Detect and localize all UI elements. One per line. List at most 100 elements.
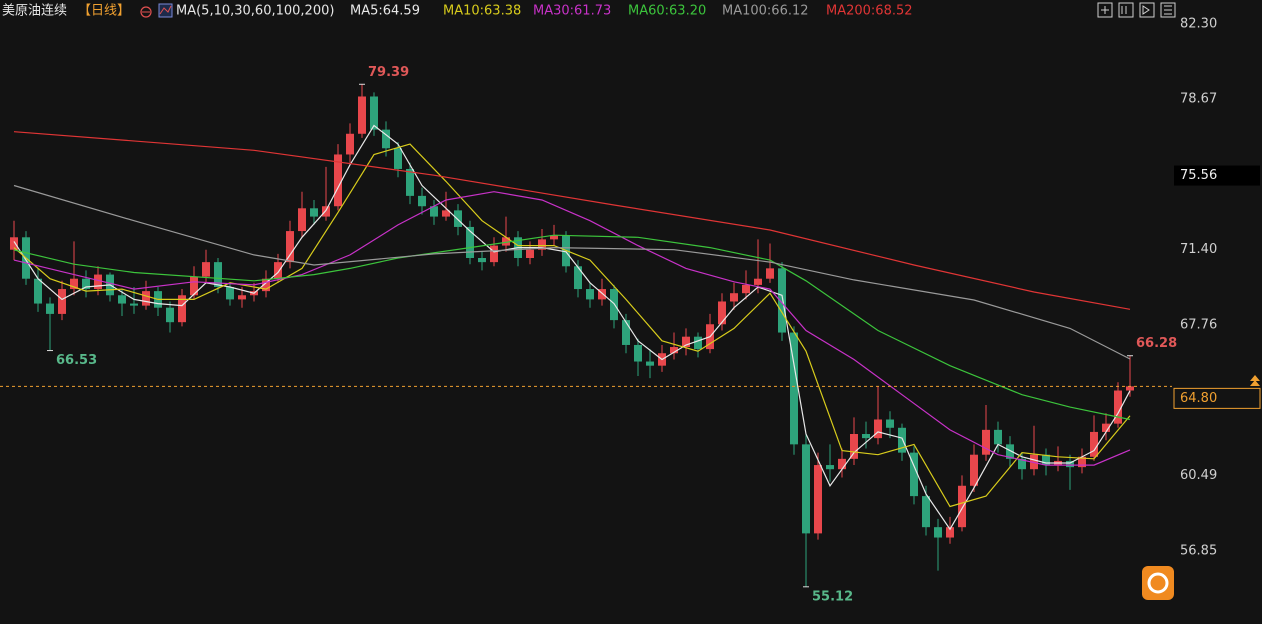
candle-body — [454, 210, 462, 227]
annotation-label: 79.39 — [368, 65, 409, 80]
candle-body — [58, 289, 66, 314]
y-tick-label: 56.85 — [1180, 543, 1217, 558]
candle-body — [490, 245, 498, 263]
candle-body — [622, 320, 630, 345]
tool-button[interactable] — [1139, 2, 1155, 18]
candle-body — [694, 336, 702, 350]
candle-body — [394, 148, 402, 169]
ma-line — [13, 191, 1131, 466]
annotation-label: 66.53 — [56, 353, 97, 368]
candle-body — [958, 485, 966, 528]
candle-body — [790, 332, 798, 445]
candle-body — [598, 289, 606, 300]
candle-body — [34, 278, 42, 304]
candle-body — [682, 336, 690, 348]
period[interactable]: 【日线】 — [78, 4, 130, 19]
candle-body — [418, 195, 426, 207]
legend-entry: MA30:61.73 — [533, 4, 611, 19]
candle-body — [730, 293, 738, 302]
candle-body — [1090, 431, 1098, 457]
candle-body — [922, 496, 930, 528]
annotation-label: 55.12 — [812, 589, 853, 604]
candle-body — [406, 168, 414, 196]
indicator-params: MA(5,10,30,60,100,200) — [176, 4, 334, 19]
indicator-icon[interactable] — [158, 3, 173, 18]
tool-button[interactable] — [1160, 2, 1176, 18]
candle-body — [442, 210, 450, 217]
chart-title: 美原油连续 — [2, 3, 67, 19]
candle-body — [322, 206, 330, 217]
tool-icon — [1101, 5, 1172, 15]
candle-body — [718, 301, 726, 325]
ma-line — [13, 131, 1131, 310]
ma-line — [13, 124, 1131, 531]
candle-body — [898, 427, 906, 453]
y-tick-label: 71.40 — [1180, 242, 1217, 257]
candle-body — [766, 268, 774, 279]
marker-price-label: 75.56 — [1180, 168, 1217, 183]
candle-body — [466, 226, 474, 258]
tool-button[interactable] — [1118, 2, 1134, 18]
candle-body — [850, 433, 858, 459]
tool-button[interactable] — [1097, 2, 1113, 18]
candle-body — [334, 154, 342, 207]
legend-entry: MA200:68.52 — [826, 4, 913, 19]
y-tick-label: 78.67 — [1180, 92, 1217, 107]
annotation-label: 66.28 — [1136, 336, 1177, 351]
candle-body — [526, 249, 534, 258]
candle-body — [310, 208, 318, 217]
candle-body — [1042, 454, 1050, 466]
candle-body — [910, 452, 918, 497]
logo-icon — [1142, 566, 1174, 600]
candle-body — [130, 303, 138, 306]
candle-body — [478, 257, 486, 263]
candle-body — [238, 295, 246, 300]
candle-body — [550, 235, 558, 240]
candle-body — [262, 278, 270, 292]
candle-body — [946, 527, 954, 538]
indicator-icon — [159, 5, 172, 15]
candle-body — [1066, 460, 1074, 468]
candle-body — [838, 458, 846, 470]
candle-body — [970, 454, 978, 486]
candle-body — [214, 262, 222, 287]
candle-body — [1018, 458, 1026, 470]
candle-body — [118, 295, 126, 304]
candle-body — [538, 239, 546, 250]
toolbar — [1097, 2, 1176, 18]
candle-body — [934, 527, 942, 538]
candle-body — [226, 286, 234, 300]
candle-body — [298, 208, 306, 232]
legend-entry: MA60:63.20 — [628, 4, 706, 19]
candle-body — [634, 344, 642, 362]
candle-body — [286, 231, 294, 263]
candle-body — [778, 268, 786, 333]
candle-body — [202, 262, 210, 277]
candle-body — [802, 444, 810, 534]
candle-body — [886, 419, 894, 428]
candle-body — [346, 133, 354, 155]
candle-body — [574, 266, 582, 290]
candle-body — [358, 96, 366, 134]
candle-body — [742, 284, 750, 294]
ma-line — [13, 143, 1131, 508]
candle-body — [178, 295, 186, 323]
candle-body — [862, 433, 870, 439]
price-pointer — [1250, 375, 1260, 386]
candle-body — [1102, 423, 1110, 432]
y-tick-label: 60.49 — [1180, 468, 1217, 483]
candle-body — [10, 237, 18, 250]
candle-body — [1078, 456, 1086, 468]
candle-body — [70, 278, 78, 290]
candle-body — [826, 465, 834, 470]
settings-icon[interactable] — [140, 6, 152, 18]
candle-body — [82, 278, 90, 290]
candle-body — [1114, 390, 1122, 424]
current-price-label: 64.80 — [1180, 391, 1217, 406]
legend-entry: MA5:64.59 — [350, 4, 420, 19]
candle-body — [142, 291, 150, 306]
logo-icon — [1147, 572, 1169, 594]
candle-body — [1006, 444, 1014, 459]
